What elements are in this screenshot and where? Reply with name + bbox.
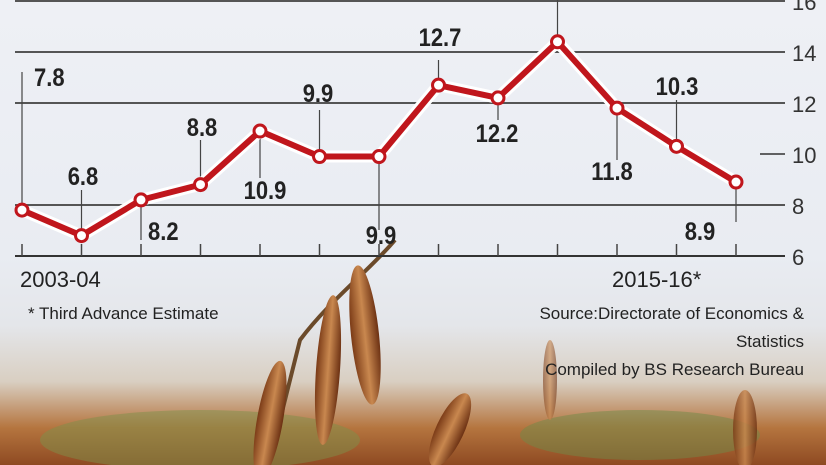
data-label: 7.8 xyxy=(34,64,65,92)
data-label: 12.2 xyxy=(476,120,519,148)
data-point xyxy=(728,174,744,190)
data-point xyxy=(431,77,446,93)
data-point xyxy=(609,100,625,116)
y-tick-label: 6 xyxy=(792,245,804,270)
y-tick-label: 16 xyxy=(792,0,816,15)
data-label: 12.7 xyxy=(419,24,462,52)
data-label: 9.9 xyxy=(366,222,397,250)
data-label: 8.9 xyxy=(685,218,716,246)
source-line-2: Statistics xyxy=(735,332,804,351)
data-point xyxy=(490,90,506,106)
y-tick-label: 14 xyxy=(792,41,816,66)
data-point xyxy=(14,202,30,218)
data-label: 8.8 xyxy=(187,114,218,142)
source-line-1: Source:Directorate of Economics & xyxy=(539,304,804,323)
y-tick-label: 10 xyxy=(792,143,816,168)
data-point xyxy=(312,149,327,165)
data-label: 11.8 xyxy=(591,158,633,186)
data-label: 10.3 xyxy=(656,73,699,101)
source-line-3: Compiled by BS Research Bureau xyxy=(545,360,804,379)
data-point xyxy=(133,192,149,208)
data-label: 10.9 xyxy=(244,177,287,205)
data-point xyxy=(252,123,268,139)
data-label: 8.2 xyxy=(148,218,179,246)
x-tick-label: 2003-04 xyxy=(20,267,101,292)
data-label: 6.8 xyxy=(68,163,99,191)
data-point xyxy=(193,177,208,193)
data-label: 9.9 xyxy=(303,80,334,108)
data-point xyxy=(550,34,565,50)
data-point xyxy=(74,228,89,244)
x-tick-label: 2015-16* xyxy=(612,267,702,292)
y-tick-label: 8 xyxy=(792,194,804,219)
data-point xyxy=(669,138,684,154)
footnote: * Third Advance Estimate xyxy=(28,304,219,323)
y-tick-label: 12 xyxy=(792,92,816,117)
data-point xyxy=(371,149,387,165)
